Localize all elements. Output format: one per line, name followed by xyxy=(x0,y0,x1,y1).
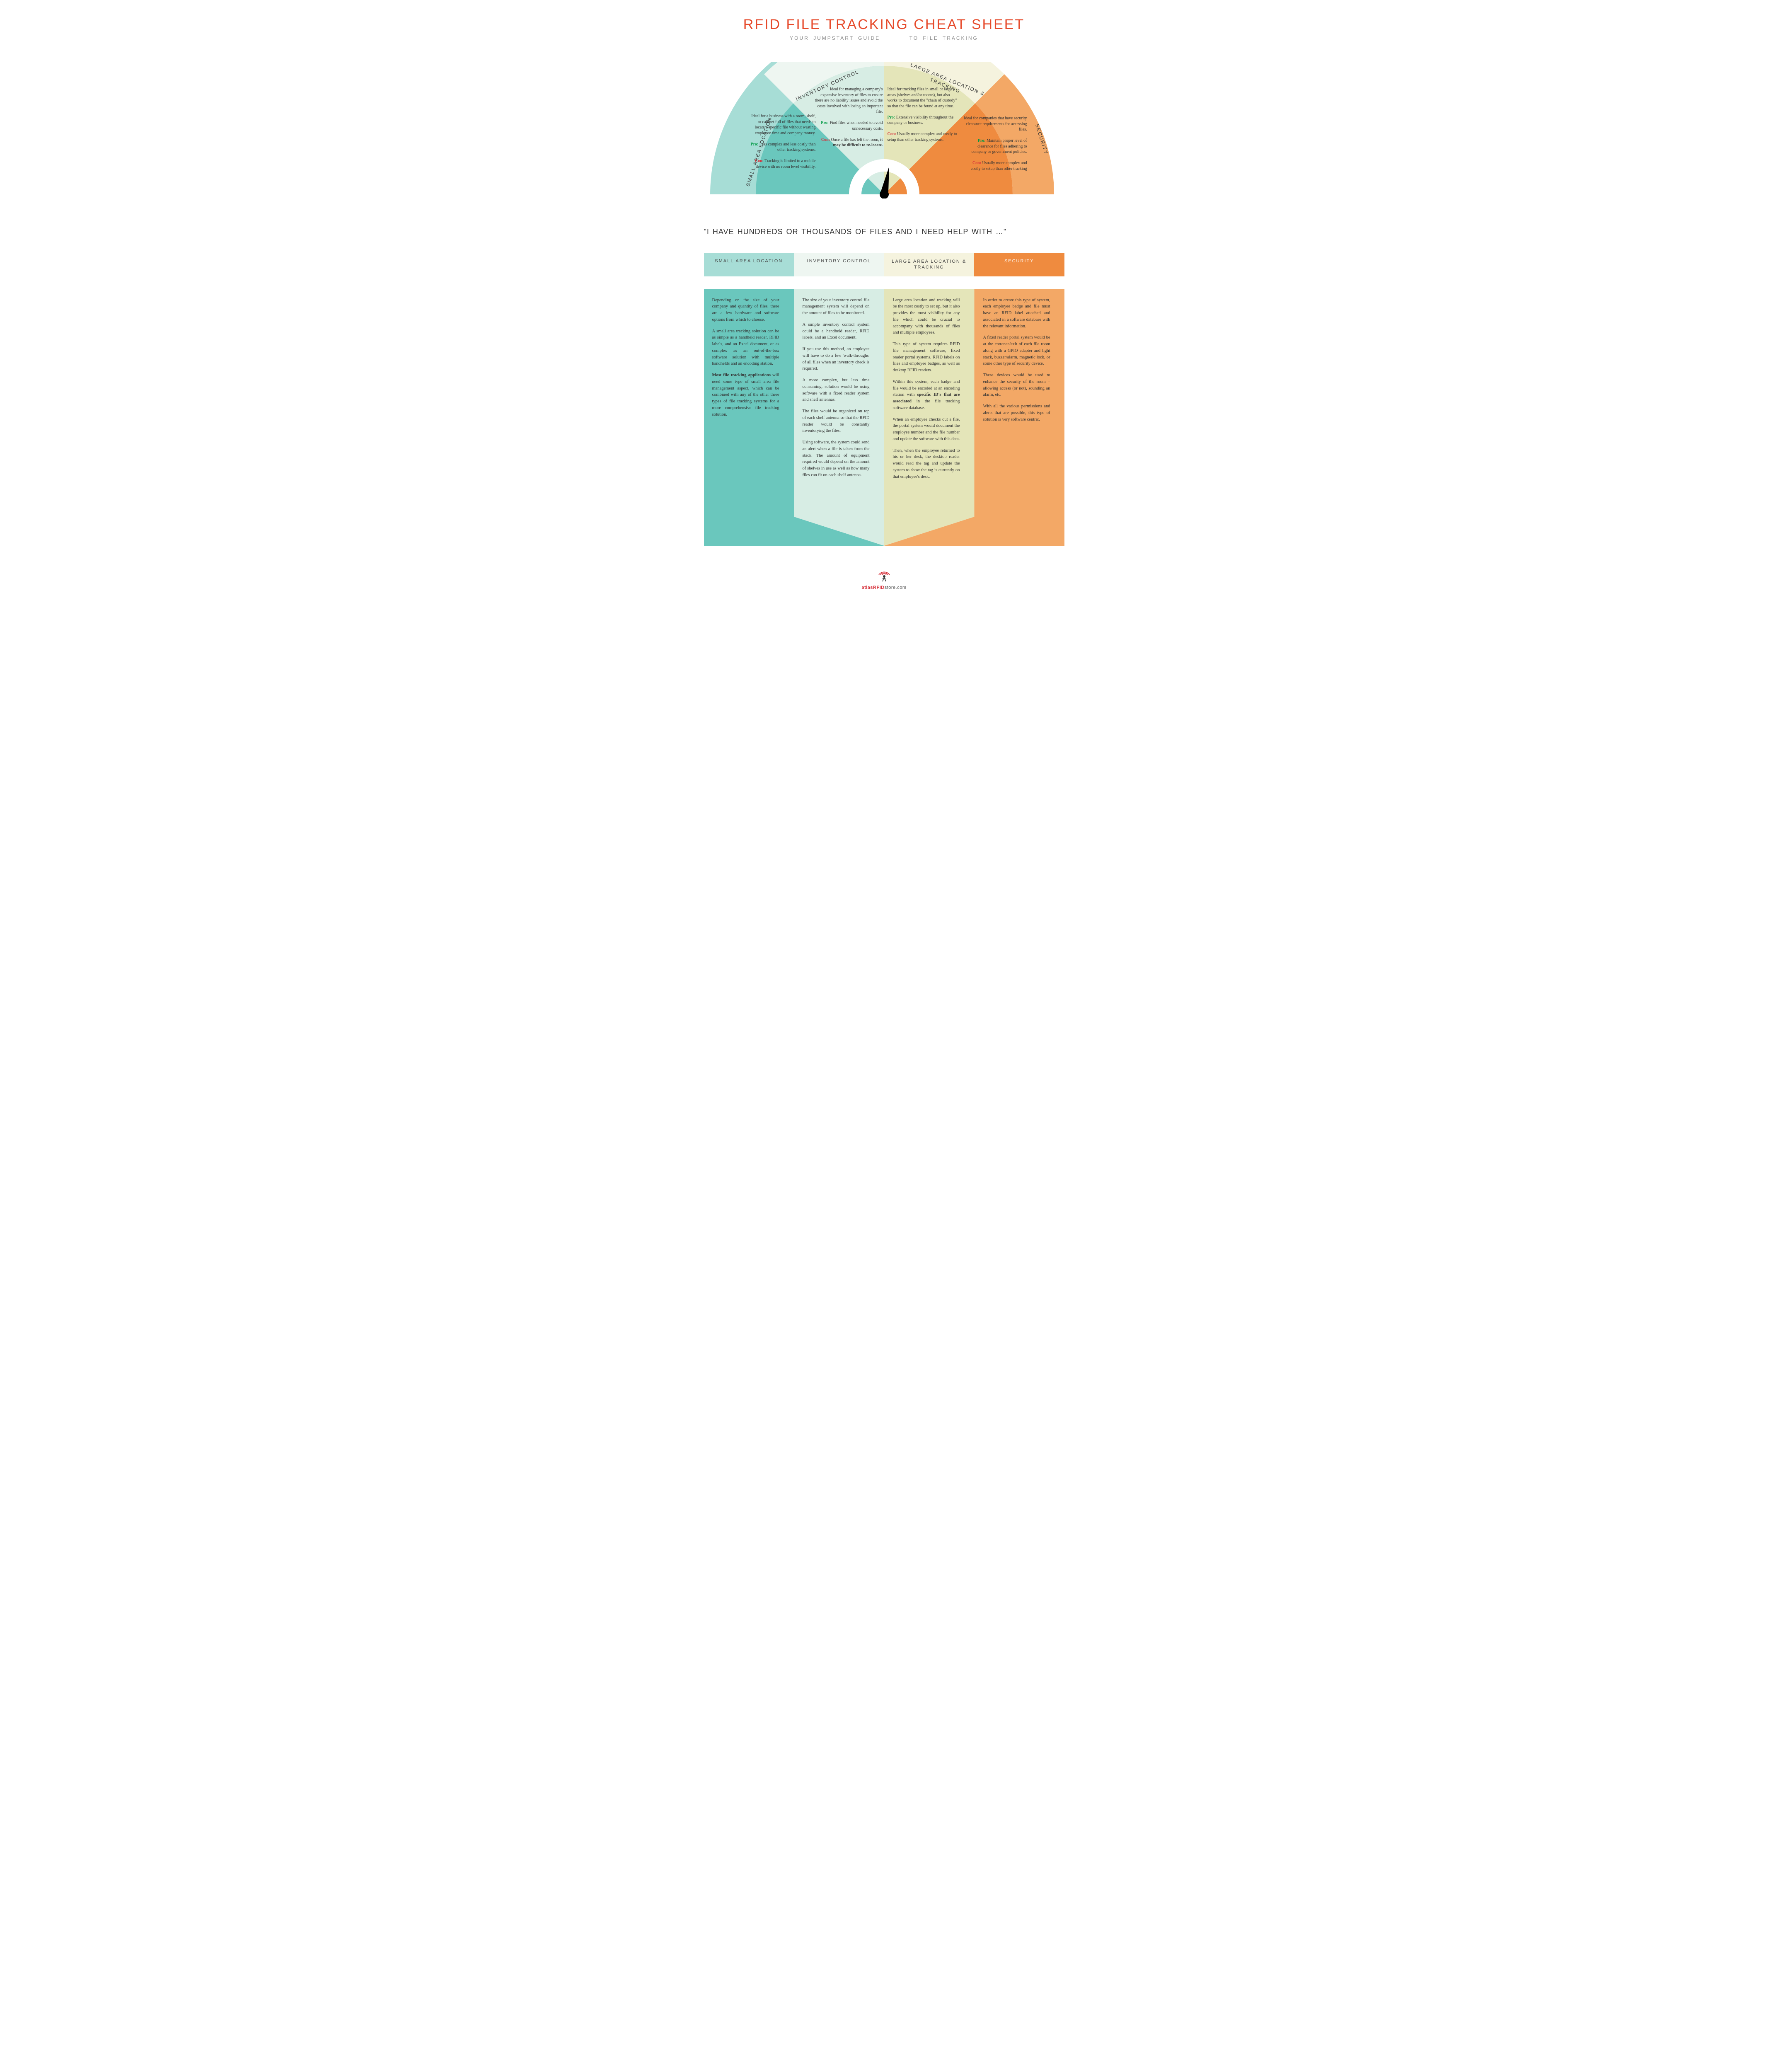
seg-text-security: Ideal for companies that have security c… xyxy=(963,116,1027,172)
col-head-inventory: INVENTORY CONTROL xyxy=(794,253,884,276)
col-head-security: SECURITY xyxy=(974,253,1064,276)
subtitle-left: YOUR JUMPSTART GUIDE xyxy=(790,35,880,41)
footer-logo-icon xyxy=(874,562,895,583)
col-body-3: In order to create this type of system, … xyxy=(977,293,1056,432)
seg-text-large: Ideal for tracking files in small or lar… xyxy=(888,87,958,143)
col-head-large: LARGE AREA LOCATION & TRACKING xyxy=(884,253,975,276)
seg-text-inventory: Ideal for managing a company's expansive… xyxy=(815,87,883,148)
column-headers: SMALL AREA LOCATION INVENTORY CONTROL LA… xyxy=(704,253,1064,276)
footer-text: atlasRFIDstore.com xyxy=(696,585,1073,590)
col-head-small: SMALL AREA LOCATION xyxy=(704,253,794,276)
footer-suffix: store.com xyxy=(885,585,907,590)
gauge-chart: SMALL AREA LOCATION INVENTORY CONTROL LA… xyxy=(710,62,1058,198)
seg-text-small: Ideal for a business with a room, shelf,… xyxy=(750,114,816,169)
col-body-2: Large area location and tracking will be… xyxy=(887,293,966,489)
footer-brand: atlasRFID xyxy=(861,585,884,590)
columns-wrap: Depending on the size of your company an… xyxy=(704,289,1064,546)
footer: atlasRFIDstore.com xyxy=(696,562,1073,590)
col-body-1: The size of your inventory control file … xyxy=(797,293,876,488)
page-title: RFID FILE TRACKING CHEAT SHEET xyxy=(696,17,1073,33)
page-subtitle: YOUR JUMPSTART GUIDE TO FILE TRACKING xyxy=(696,35,1073,41)
col-body-0: Depending on the size of your company an… xyxy=(706,293,785,427)
subtitle-right: TO FILE TRACKING xyxy=(909,35,978,41)
section-quote: "I HAVE HUNDREDS OR THOUSANDS OF FILES A… xyxy=(704,228,1064,236)
